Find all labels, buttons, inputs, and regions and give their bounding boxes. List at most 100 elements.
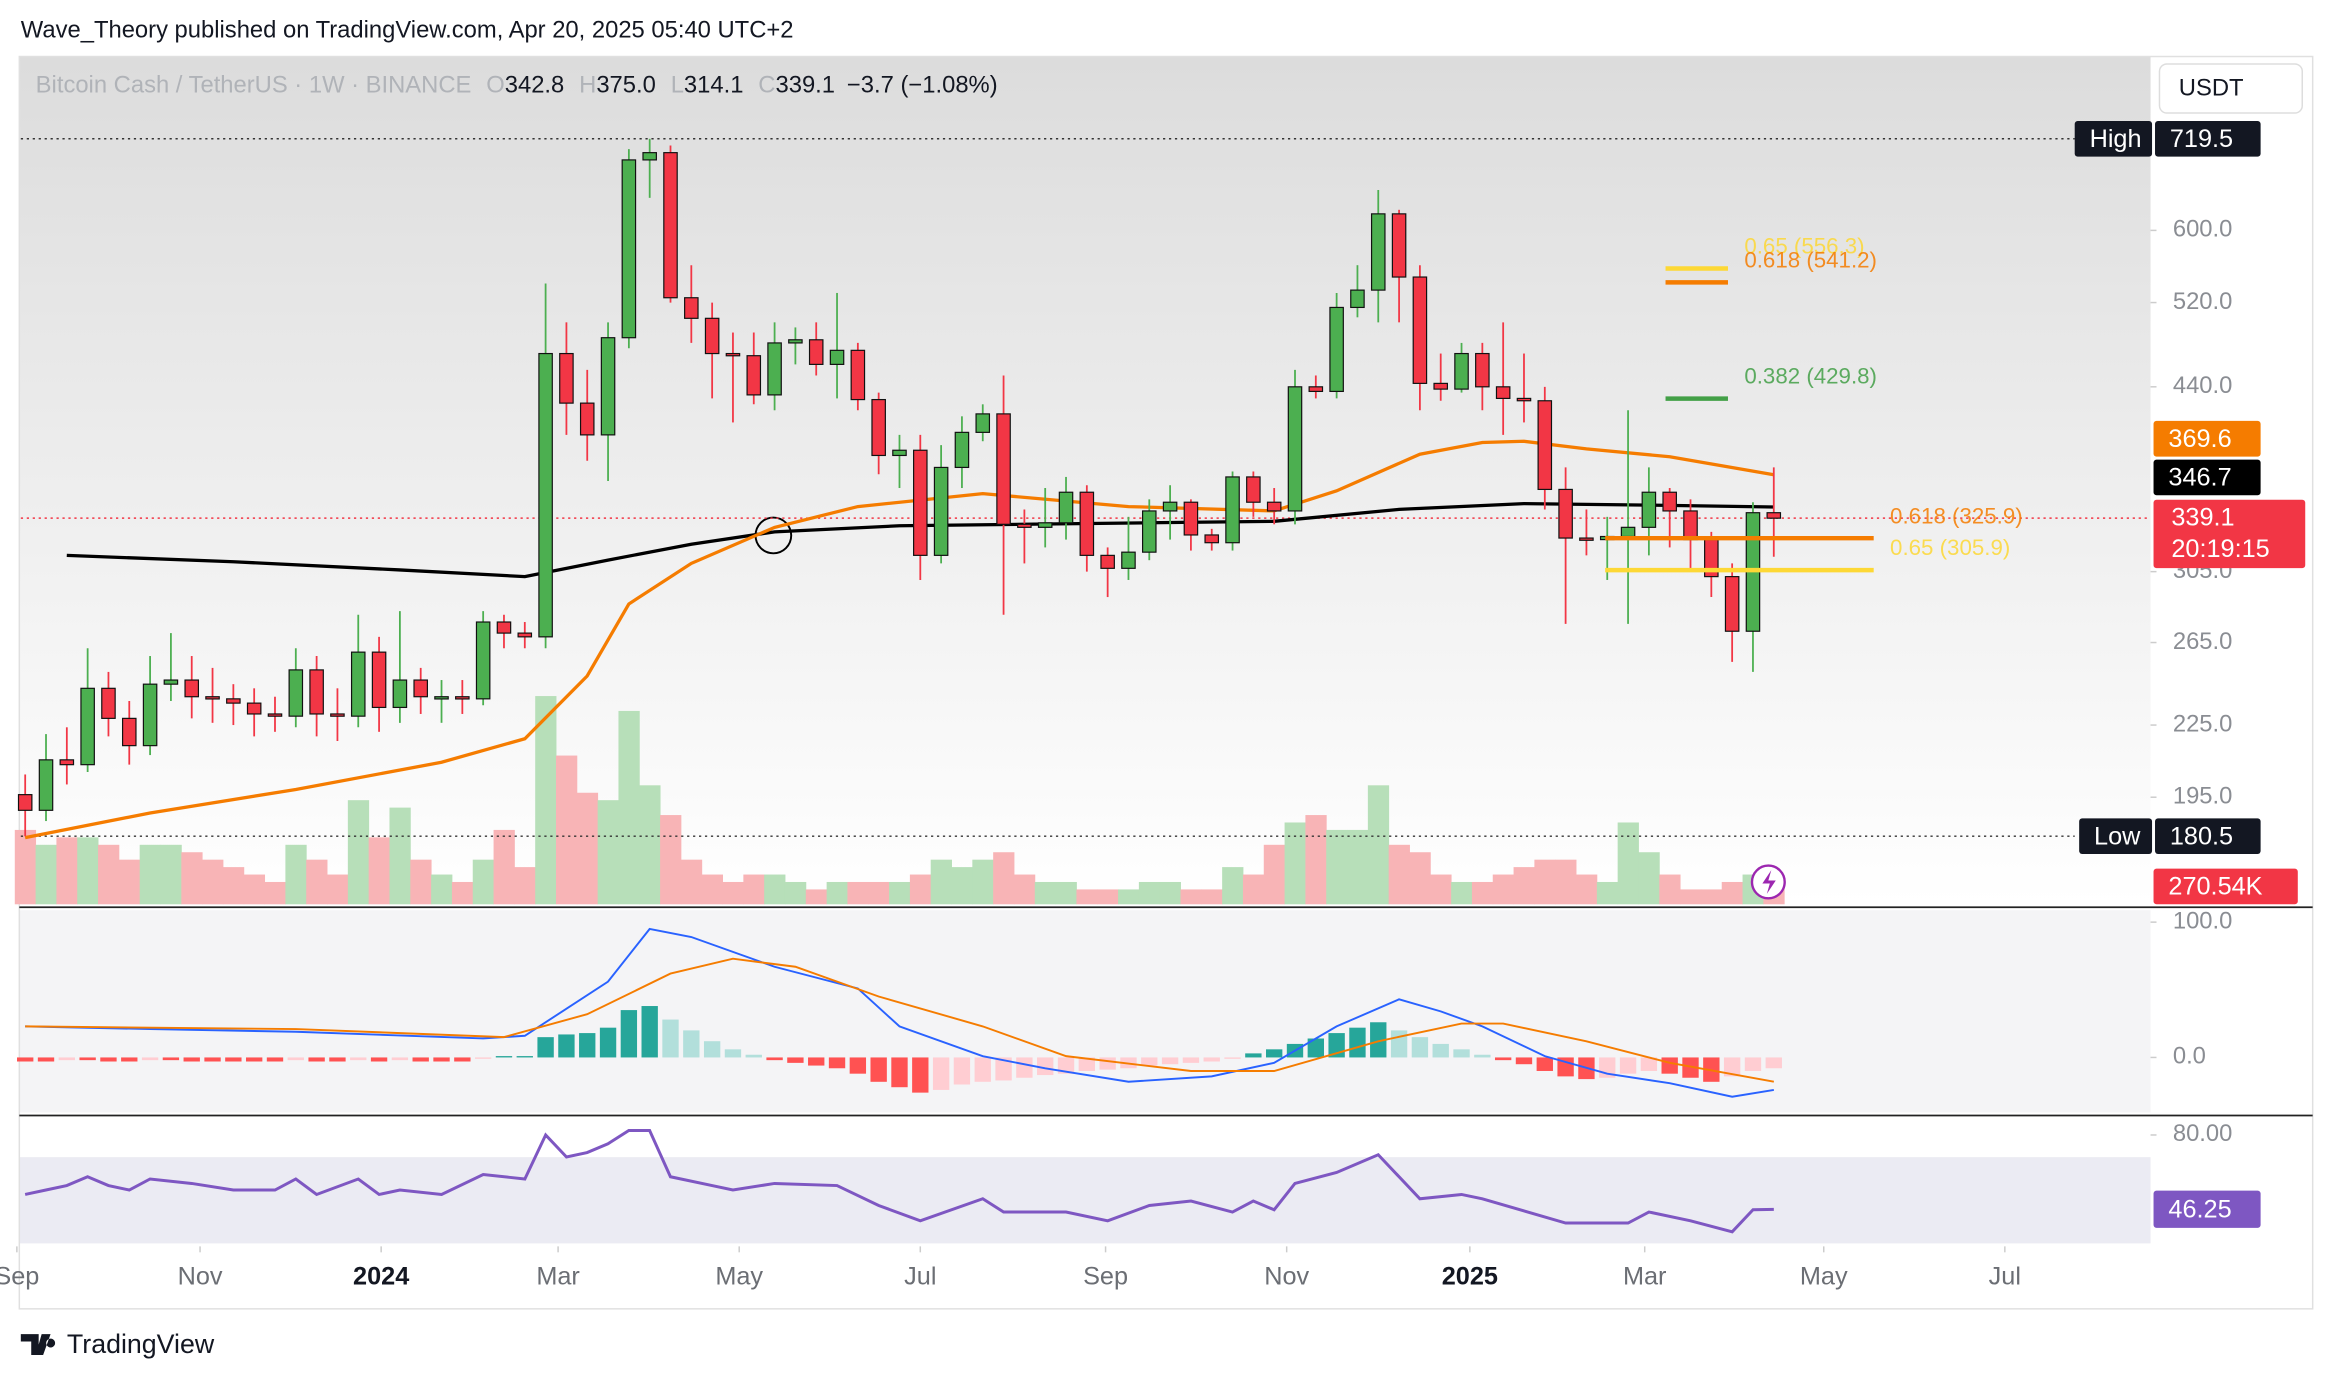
candle-body	[663, 152, 678, 299]
candle-body	[475, 621, 491, 700]
candle-body	[871, 398, 886, 457]
x-tick-label: 2024	[353, 1262, 409, 1290]
candle-body	[767, 342, 782, 396]
brand: TradingView	[67, 1329, 215, 1359]
macd-histogram-bar	[308, 1057, 325, 1062]
x-tick-label: Nov	[1264, 1262, 1309, 1290]
macd-histogram-bar	[1765, 1057, 1782, 1069]
volume-bar	[1097, 889, 1119, 905]
candle-body	[1641, 491, 1657, 528]
macd-histogram-bar	[932, 1057, 950, 1090]
candle-body	[350, 651, 366, 717]
candle-body	[392, 679, 408, 709]
frame	[18, 55, 2314, 1310]
candle-body	[1579, 537, 1594, 541]
macd-histogram-bar	[1474, 1054, 1491, 1058]
macd-histogram-bar	[495, 1056, 513, 1058]
macd-histogram-bar	[995, 1057, 1012, 1081]
macd-histogram-bar	[745, 1054, 762, 1058]
volume-bar	[1180, 889, 1202, 905]
candle-body	[246, 702, 262, 715]
volume-bar	[556, 755, 578, 905]
candle-body	[142, 683, 158, 747]
candle-body	[434, 696, 449, 700]
candle-body	[579, 402, 595, 436]
volume-bar	[327, 874, 349, 905]
macd-histogram-bar	[37, 1057, 55, 1062]
macd-histogram-bar	[183, 1057, 200, 1062]
volume-bar	[77, 837, 99, 905]
candle-body	[1287, 386, 1303, 512]
currency-button[interactable]	[2158, 63, 2303, 114]
volume-bar	[1471, 881, 1494, 905]
candle-body	[975, 413, 991, 433]
volume-bar	[1305, 815, 1327, 905]
volume-bar	[1680, 889, 1702, 905]
macd-histogram-bar	[1141, 1057, 1158, 1066]
candle-body	[1183, 501, 1199, 536]
volume-bar	[285, 844, 307, 905]
volume-bar	[764, 874, 786, 905]
volume-bar	[597, 800, 619, 905]
candle-body	[38, 759, 54, 811]
candle-body	[1141, 510, 1157, 553]
volume-bar	[35, 844, 57, 905]
volume-bar	[1492, 874, 1515, 905]
ma-tag-box	[2153, 459, 2261, 496]
candle-body	[1724, 576, 1740, 632]
candle-body	[1058, 491, 1074, 524]
candle-body	[205, 696, 220, 700]
candle-body	[1246, 476, 1261, 503]
volume-bar	[1430, 874, 1452, 905]
candle-body	[1162, 501, 1178, 512]
ma-tag: 346.7	[2168, 464, 2231, 492]
volume-bar	[535, 696, 557, 905]
ohlc-letter: O	[486, 72, 504, 99]
volume-bar	[1409, 852, 1431, 905]
volume-bar	[951, 867, 973, 905]
volume-bar	[1638, 852, 1660, 905]
volume-bar	[576, 792, 599, 905]
macd-histogram-bar	[558, 1034, 575, 1058]
x-tick-label: Sep	[1083, 1262, 1128, 1290]
candle-body	[1266, 501, 1282, 512]
currency-button-label[interactable]: USDT	[2179, 75, 2244, 102]
y-tick-label: 0.0	[2173, 1043, 2206, 1070]
price-tag: 339.1	[2171, 504, 2234, 532]
macd-histogram-bar	[724, 1049, 742, 1058]
x-tick-label: Jul	[1989, 1262, 2021, 1290]
macd-histogram-bar	[683, 1030, 700, 1058]
low-label-box	[2079, 818, 2153, 855]
price-tag-box	[2153, 499, 2306, 569]
macd-histogram-bar	[537, 1037, 554, 1058]
macd-histogram-bar	[287, 1057, 304, 1061]
volume-bar	[431, 874, 453, 905]
y-tick-label: 600.0	[2173, 216, 2233, 243]
candle-body	[1391, 213, 1407, 278]
candle-body	[517, 632, 533, 638]
candle-body	[1412, 276, 1428, 384]
volume-bar	[1326, 829, 1348, 905]
low-value-box	[2155, 818, 2261, 855]
candle-body	[684, 297, 699, 319]
macd-histogram-bar	[1723, 1057, 1741, 1077]
candle-body	[163, 679, 179, 685]
ohlc-letter: L	[671, 72, 684, 99]
macd-histogram-bar	[245, 1057, 263, 1062]
candle-body	[642, 152, 657, 161]
candle-body	[309, 669, 324, 715]
y-tick-label: 80.00	[2173, 1120, 2233, 1147]
macd-histogram-bar	[412, 1057, 429, 1062]
macd-histogram-bar	[953, 1057, 971, 1085]
candle-body	[455, 696, 470, 700]
volume-bar	[222, 867, 245, 905]
volume-bar	[1284, 822, 1306, 905]
macd-histogram-bar	[391, 1057, 409, 1061]
macd-histogram-bar	[1349, 1027, 1366, 1058]
volume-bar	[202, 859, 224, 905]
high-label: High	[2090, 125, 2142, 153]
fib-label: 0.382 (429.8)	[1744, 364, 1877, 389]
volume-bar	[743, 874, 765, 905]
macd-histogram-bar	[1099, 1057, 1116, 1070]
